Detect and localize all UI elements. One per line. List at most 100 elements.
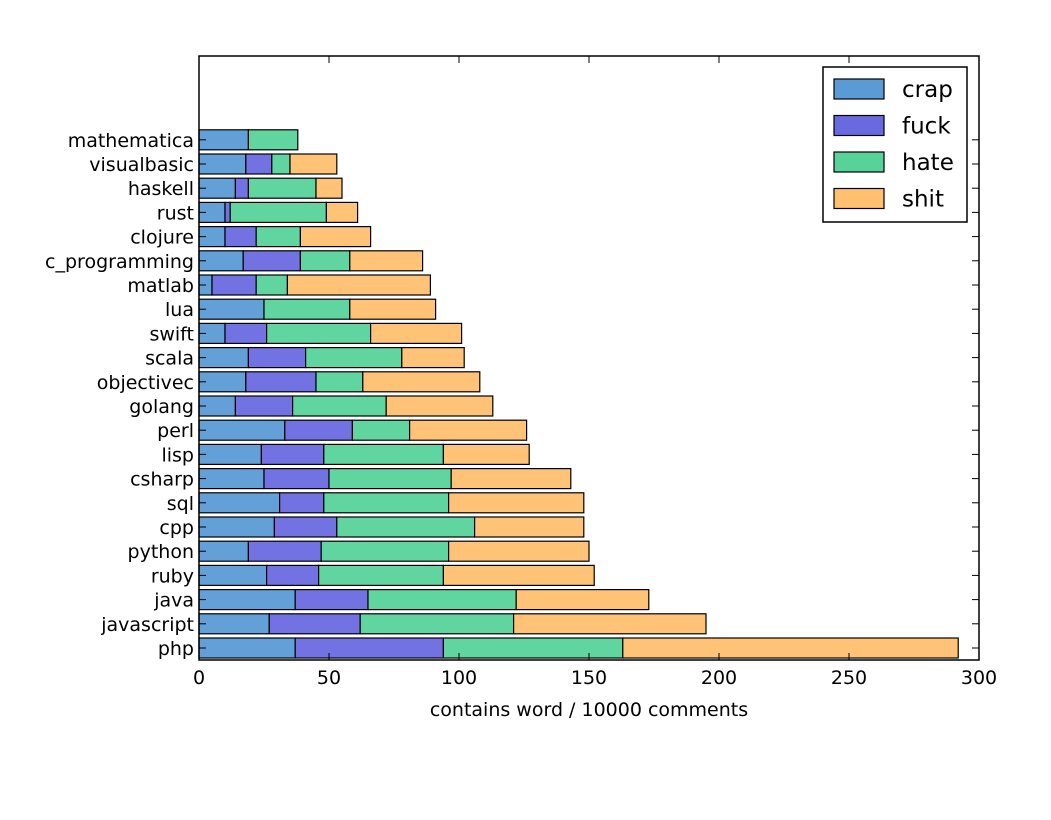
legend-items: crap fuck hate shit (833, 77, 954, 213)
bar-matlab-fuck (211, 274, 257, 296)
y-tick-label-scala: scala (145, 348, 194, 370)
bar-lisp-fuck (260, 443, 325, 465)
bar-javascript-fuck (268, 613, 361, 635)
bar-clojure-shit (299, 226, 372, 248)
bar-rust-hate (229, 201, 327, 223)
y-tick-label-ruby: ruby (151, 565, 194, 587)
x-tick-label: 250 (831, 667, 867, 689)
x-axis-label: contains word / 10000 comments (430, 699, 748, 721)
bar-lisp-crap (198, 443, 263, 465)
bar-objectivec-hate (315, 371, 364, 393)
bar-clojure-fuck (224, 226, 257, 248)
bar-perl-hate (351, 419, 411, 441)
bar-java-crap (198, 588, 296, 611)
bar-csharp-fuck (263, 468, 330, 490)
legend-label-crap: crap (902, 77, 953, 103)
x-tick-label: 150 (571, 667, 607, 689)
bar-php-crap (198, 637, 296, 659)
bar-swift-fuck (224, 322, 268, 344)
bar-csharp-crap (198, 468, 265, 490)
bar-swift-hate (266, 322, 372, 344)
y-tick-label-swift: swift (149, 323, 194, 345)
bar-sql-shit (448, 492, 585, 514)
bar-haskell-fuck (234, 177, 249, 199)
legend: crap fuck hate shit (822, 66, 968, 223)
bar-golang-fuck (234, 395, 294, 417)
y-tick-label-visualbasic: visualbasic (89, 154, 194, 176)
bar-ruby-crap (198, 564, 268, 587)
bar-javascript-hate (359, 613, 515, 635)
bar-perl-crap (198, 419, 286, 441)
bar-haskell-shit (315, 177, 343, 199)
bar-objectivec-crap (198, 371, 247, 393)
bar-javascript-crap (198, 613, 270, 635)
bars-layer (198, 129, 959, 659)
bar-cpp-crap (198, 516, 276, 538)
bar-lua-hate (263, 298, 351, 320)
bar-c_programming-hate (299, 250, 351, 272)
bar-golang-hate (292, 395, 387, 417)
bar-csharp-hate (328, 468, 452, 490)
bar-mathematica-hate (247, 129, 299, 151)
legend-label-hate: hate (902, 150, 954, 176)
bar-swift-shit (370, 322, 463, 344)
y-tick-label-lua: lua (165, 299, 194, 321)
bar-rust-shit (325, 201, 359, 223)
x-tick-label: 0 (193, 667, 205, 689)
y-tick-label-c_programming: c_programming (45, 251, 194, 273)
bar-lisp-shit (442, 443, 530, 465)
bar-visualbasic-crap (198, 153, 247, 175)
legend-label-fuck: fuck (902, 114, 951, 140)
bar-python-hate (320, 540, 450, 562)
y-tick-label-clojure: clojure (130, 227, 194, 249)
bar-visualbasic-shit (289, 153, 338, 175)
bar-javascript-shit (512, 613, 707, 635)
y-tick-label-rust: rust (157, 202, 194, 224)
bar-php-shit (622, 637, 959, 659)
y-tick-label-perl: perl (157, 420, 194, 442)
bar-scala-hate (305, 347, 403, 369)
legend-swatch-hate (833, 151, 885, 173)
bar-sql-fuck (279, 492, 325, 514)
bar-java-fuck (294, 588, 369, 611)
bar-haskell-hate (247, 177, 317, 199)
y-tick-label-mathematica: mathematica (68, 130, 194, 152)
bar-cpp-hate (336, 516, 476, 538)
bar-lua-crap (198, 298, 265, 320)
bar-ruby-shit (442, 564, 595, 587)
x-tick-label: 50 (317, 667, 341, 689)
y-tick-label-golang: golang (129, 396, 194, 418)
y-tick-label-java: java (153, 590, 194, 612)
y-tick-label-sql: sql (167, 493, 194, 515)
bar-objectivec-shit (362, 371, 481, 393)
bar-c_programming-shit (349, 250, 424, 272)
legend-swatch-shit (833, 187, 885, 210)
legend-label-shit: shit (902, 187, 944, 213)
bar-cpp-shit (474, 516, 585, 538)
bar-lisp-hate (323, 443, 444, 465)
y-tick-label-php: php (158, 638, 194, 660)
bar-scala-shit (401, 347, 465, 369)
bar-python-shit (448, 540, 590, 562)
y-tick-label-javascript: javascript (100, 614, 194, 636)
bar-python-fuck (247, 540, 322, 562)
bar-golang-shit (385, 395, 494, 417)
bar-clojure-hate (255, 226, 302, 248)
bar-visualbasic-hate (271, 153, 291, 175)
y-tick-label-haskell: haskell (128, 178, 194, 200)
ticks-layer: 0 50 100 150 200 250 300phpjavascriptjavarubyp… (45, 56, 997, 689)
legend-swatch-crap (833, 78, 885, 100)
bar-matlab-hate (255, 274, 289, 296)
x-tick-label: 100 (441, 667, 477, 689)
bar-lua-shit (349, 298, 437, 320)
x-tick-label: 200 (701, 667, 737, 689)
y-tick-label-lisp: lisp (161, 444, 194, 466)
y-tick-label-csharp: csharp (130, 469, 194, 491)
y-tick-label-cpp: cpp (159, 517, 194, 539)
bar-mathematica-crap (198, 129, 250, 151)
bar-c_programming-fuck (242, 250, 301, 272)
bar-cpp-fuck (273, 516, 338, 538)
bar-sql-crap (198, 492, 281, 514)
bar-perl-shit (409, 419, 528, 441)
